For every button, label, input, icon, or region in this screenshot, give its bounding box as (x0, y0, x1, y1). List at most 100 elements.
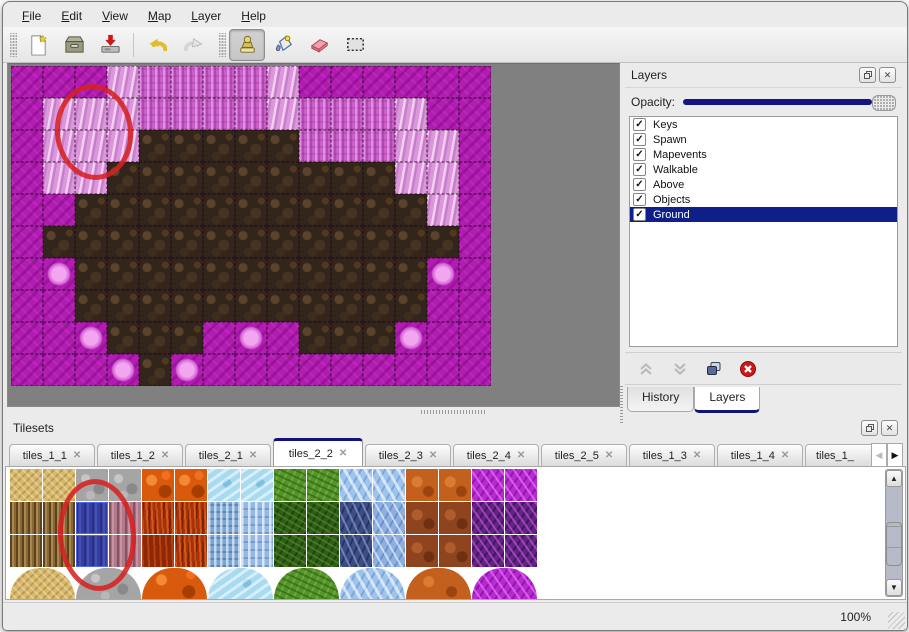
map-tile[interactable] (171, 226, 203, 258)
tileset-tile-icicle[interactable] (208, 502, 240, 534)
map-tile[interactable] (331, 130, 363, 162)
map-tile[interactable] (427, 258, 459, 290)
undo-button[interactable] (139, 29, 175, 61)
map-tile[interactable] (75, 66, 107, 98)
tileset-tile-flame[interactable] (142, 502, 174, 534)
map-tile[interactable] (363, 322, 395, 354)
layer-row-above[interactable]: ✓ Above (630, 177, 897, 192)
float-panel-button[interactable] (861, 420, 878, 436)
close-tab-icon[interactable]: ✕ (516, 450, 526, 461)
tileset-tile-flame2[interactable] (142, 535, 174, 567)
tileset-tile-rust[interactable] (439, 469, 471, 501)
lower-layer-button[interactable] (669, 358, 691, 380)
raise-layer-button[interactable] (635, 358, 657, 380)
tileset-tile-web[interactable] (472, 469, 504, 501)
tileset-blob-web[interactable] (472, 568, 537, 599)
tileset-tile-dvine[interactable] (274, 502, 306, 534)
map-tile[interactable] (203, 162, 235, 194)
map-tile[interactable] (331, 194, 363, 226)
map-tile[interactable] (171, 290, 203, 322)
close-tab-icon[interactable]: ✕ (604, 450, 614, 461)
map-tile[interactable] (43, 354, 75, 386)
tileset-blob-ice[interactable] (208, 568, 273, 599)
tileset-tab-tiles_2_3[interactable]: tiles_2_3 ✕ (365, 444, 451, 466)
map-tile[interactable] (203, 130, 235, 162)
map-tile[interactable] (331, 322, 363, 354)
tileset-tile-navy[interactable] (76, 502, 108, 534)
scroll-down-button[interactable]: ▼ (886, 579, 902, 596)
map-tile[interactable] (203, 322, 235, 354)
tileset-tile-crystal2[interactable] (373, 502, 405, 534)
tileset-tile-dvine[interactable] (307, 535, 339, 567)
map-tile[interactable] (75, 290, 107, 322)
map-tile[interactable] (459, 130, 491, 162)
map-tile[interactable] (459, 354, 491, 386)
map-tile[interactable] (171, 322, 203, 354)
layer-row-walkable[interactable]: ✓ Walkable (630, 162, 897, 177)
menu-map[interactable]: Map (147, 8, 172, 23)
map-tile[interactable] (75, 354, 107, 386)
map-tile[interactable] (75, 98, 107, 130)
tileset-tile-web[interactable] (505, 469, 537, 501)
map-tile[interactable] (299, 162, 331, 194)
map-tile[interactable] (331, 258, 363, 290)
map-tile[interactable] (363, 290, 395, 322)
close-panel-button[interactable]: ✕ (881, 420, 898, 436)
tileset-tile-crystal[interactable] (340, 469, 372, 501)
tileset-tile-ice[interactable] (241, 469, 273, 501)
tileset-tile-flame[interactable] (175, 535, 207, 567)
map-tile[interactable] (75, 258, 107, 290)
map-tile[interactable] (267, 66, 299, 98)
map-tile[interactable] (171, 162, 203, 194)
map-tile[interactable] (299, 130, 331, 162)
tileset-tab-tiles_1_[interactable]: tiles_1_ (805, 444, 879, 466)
map-tile[interactable] (299, 66, 331, 98)
scroll-up-button[interactable]: ▲ (886, 470, 902, 487)
map-tile[interactable] (11, 130, 43, 162)
close-tab-icon[interactable]: ✕ (428, 450, 438, 461)
tileset-tile-rust2[interactable] (406, 535, 438, 567)
stamp-tool-button[interactable] (229, 28, 265, 61)
map-tile[interactable] (427, 66, 459, 98)
map-tile[interactable] (395, 162, 427, 194)
map-tile[interactable] (267, 258, 299, 290)
menu-help[interactable]: Help (241, 8, 266, 23)
map-tile[interactable] (363, 226, 395, 258)
tileset-tile-dweb[interactable] (505, 535, 537, 567)
layer-visibility-checkbox[interactable]: ✓ (633, 208, 646, 221)
vertical-splitter[interactable] (618, 63, 625, 423)
map-tile[interactable] (203, 66, 235, 98)
close-tab-icon[interactable]: ✕ (160, 450, 170, 461)
layer-visibility-checkbox[interactable]: ✓ (633, 163, 646, 176)
horizontal-splitter[interactable] (3, 405, 619, 418)
map-tile[interactable] (107, 130, 139, 162)
close-tab-icon[interactable]: ✕ (692, 450, 702, 461)
tileset-tile-fiber[interactable] (10, 535, 42, 567)
panel-tab-history[interactable]: History (627, 387, 695, 412)
tileset-blob-rock[interactable] (76, 568, 141, 599)
map-tile[interactable] (203, 226, 235, 258)
tileset-tab-tiles_2_5[interactable]: tiles_2_5 ✕ (541, 444, 627, 466)
map-tile[interactable] (459, 226, 491, 258)
opacity-slider-handle[interactable] (872, 95, 896, 111)
map-tile[interactable] (395, 226, 427, 258)
map-tile[interactable] (75, 226, 107, 258)
map-tile[interactable] (267, 322, 299, 354)
layer-visibility-checkbox[interactable]: ✓ (633, 178, 646, 191)
tileset-tile-dweb[interactable] (472, 502, 504, 534)
layer-row-keys[interactable]: ✓ Keys (630, 117, 897, 132)
map-tile[interactable] (235, 66, 267, 98)
tileset-tile-dcrystal[interactable] (340, 502, 372, 534)
map-tile[interactable] (299, 258, 331, 290)
map-tile[interactable] (363, 162, 395, 194)
map-view[interactable] (7, 63, 620, 407)
close-panel-button[interactable]: ✕ (879, 67, 896, 83)
map-tile[interactable] (299, 226, 331, 258)
map-tile[interactable] (267, 130, 299, 162)
map-tile[interactable] (235, 290, 267, 322)
tileset-tab-tiles_1_3[interactable]: tiles_1_3 ✕ (629, 444, 715, 466)
map-tile[interactable] (11, 194, 43, 226)
layer-visibility-checkbox[interactable]: ✓ (633, 148, 646, 161)
map-tile[interactable] (43, 226, 75, 258)
layer-visibility-checkbox[interactable]: ✓ (633, 193, 646, 206)
